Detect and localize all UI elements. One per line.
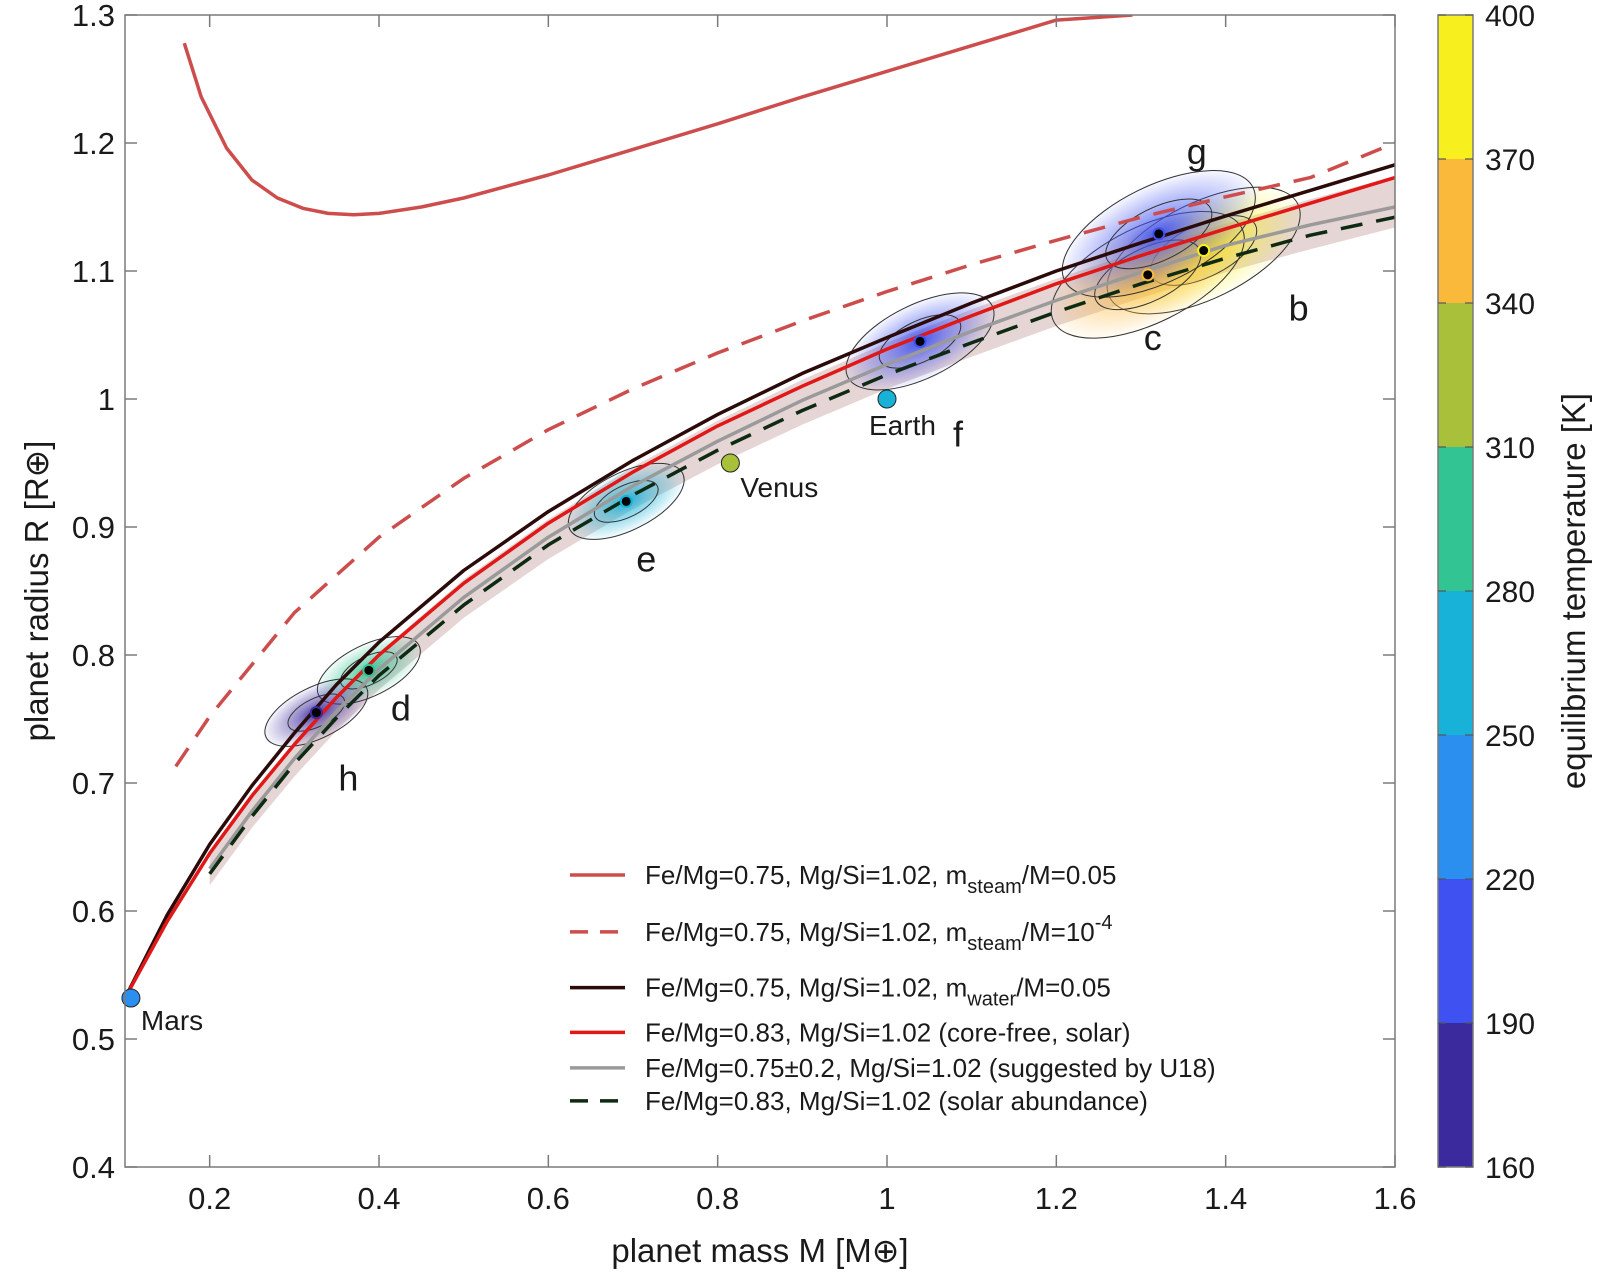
- model-curve-1: [182, 15, 1133, 217]
- planet-c-label: c: [1144, 317, 1162, 358]
- colorbar-tick-label: 370: [1485, 144, 1535, 177]
- model-curve-4: [125, 175, 1395, 999]
- legend-label-5: Fe/Mg=0.75±0.2, Mg/Si=1.02 (suggested by…: [645, 1053, 1216, 1083]
- colorbar-segment: [1438, 15, 1473, 159]
- colorbar-tick-label: 160: [1485, 1152, 1535, 1185]
- planet-e-outer-contour: [567, 462, 685, 540]
- planet-g-inner-contour: [1105, 198, 1213, 270]
- y-tick-label: 0.6: [72, 894, 115, 929]
- x-tick-label: 0.6: [527, 1181, 570, 1216]
- model-curve-5: [208, 205, 1395, 870]
- y-axis-label: planet radius R [R⊕]: [18, 441, 55, 742]
- x-tick-label: 1.2: [1035, 1181, 1078, 1216]
- plot-frame: [124, 14, 1396, 1168]
- legend-label-6: Fe/Mg=0.83, Mg/Si=1.02 (solar abundance): [645, 1086, 1148, 1116]
- x-tick-label: 0.4: [357, 1181, 400, 1216]
- planet-b-label: b: [1289, 288, 1309, 329]
- y-tick-label: 1.1: [72, 254, 115, 289]
- planet-h-point: [311, 708, 321, 718]
- colorbar-tick-label: 400: [1485, 0, 1535, 33]
- venus-marker: [720, 453, 740, 473]
- model-curve-2: [174, 141, 1395, 768]
- planet-h-label: h: [338, 758, 358, 799]
- colorbar-tick-label: 280: [1485, 576, 1535, 609]
- y-tick-label: 0.4: [72, 1150, 115, 1185]
- model-curve-6: [208, 215, 1395, 875]
- x-tick-label: 0.8: [696, 1181, 739, 1216]
- planet-d-label: d: [391, 687, 411, 728]
- colorbar-segment: [1438, 591, 1473, 735]
- planet-h-outer-contour: [264, 678, 369, 747]
- planet-g-label: g: [1187, 131, 1207, 172]
- y-tick-label: 0.9: [72, 510, 115, 545]
- model-curves-layer: [125, 15, 1395, 999]
- legend: Fe/Mg=0.75, Mg/Si=1.02, msteam/M=0.05 Fe/…: [570, 860, 1216, 1116]
- colorbar-tick-label: 220: [1485, 864, 1535, 897]
- y-tick-label: 0.8: [72, 638, 115, 673]
- planet-b-point: [1199, 246, 1209, 256]
- colorbar-segment: [1438, 1023, 1473, 1167]
- planet-f-outer-contour: [845, 292, 995, 391]
- colorbar-tick-label: 310: [1485, 432, 1535, 465]
- colorbar-segment: [1438, 735, 1473, 879]
- colorbar-segment: [1438, 447, 1473, 591]
- model-curve-3: [125, 163, 1395, 999]
- legend-label-3: Fe/Mg=0.75, Mg/Si=1.02, mwater/M=0.05: [645, 973, 1111, 1011]
- colorbar-label: equilibrium temperature [K]: [1555, 393, 1592, 789]
- planet-f-point: [915, 336, 925, 346]
- x-tick-label: 1: [878, 1181, 895, 1216]
- planet-points-layer: b c d e f g h Earth Venus Mars: [121, 131, 1309, 1036]
- colorbar-segment: [1438, 879, 1473, 1023]
- earth-label: Earth: [869, 410, 936, 441]
- x-tick-label: 1.4: [1204, 1181, 1247, 1216]
- mars-marker: [121, 988, 141, 1008]
- colorbar-tick-label: 340: [1485, 288, 1535, 321]
- planet-g-point: [1154, 229, 1164, 239]
- colorbar-segment: [1438, 303, 1473, 447]
- y-tick-label: 0.7: [72, 766, 115, 801]
- x-axis-label: planet mass M [M⊕]: [611, 1232, 908, 1269]
- planet-e-label: e: [636, 538, 656, 579]
- colorbar: 160 190 220 250 280 310 340 370 400: [1437, 0, 1535, 1185]
- earth-marker: [877, 389, 897, 409]
- legend-label-4: Fe/Mg=0.83, Mg/Si=1.02 (core-free, solar…: [645, 1017, 1131, 1047]
- mars-label: Mars: [141, 1005, 203, 1036]
- colorbar-tick-label: 250: [1485, 720, 1535, 753]
- planet-c-point: [1143, 270, 1153, 280]
- planet-d-point: [364, 665, 374, 675]
- venus-label: Venus: [740, 472, 818, 503]
- axes-layer: 0.2 0.4 0.6 0.8 1 1.2 1.4 1.6 0.4 0.5 0.6 0.7 0.8 0.9…: [72, 0, 1417, 1216]
- planet-e-inner-contour: [593, 479, 659, 523]
- x-tick-label: 0.2: [188, 1181, 231, 1216]
- y-tick-label: 1.2: [72, 126, 115, 161]
- legend-label-2: Fe/Mg=0.75, Mg/Si=1.02, msteam/M=10-4: [645, 912, 1113, 955]
- x-tick-label: 1.6: [1373, 1181, 1416, 1216]
- colorbar-segment: [1438, 159, 1473, 303]
- y-tick-label: 1.3: [72, 0, 115, 33]
- y-tick-label: 0.5: [72, 1022, 115, 1057]
- planet-e-point: [621, 496, 631, 506]
- planet-f-label: f: [953, 413, 964, 454]
- colorbar-tick-label: 190: [1485, 1008, 1535, 1041]
- y-tick-label: 1: [98, 382, 115, 417]
- legend-label-1: Fe/Mg=0.75, Mg/Si=1.02, msteam/M=0.05: [645, 860, 1116, 898]
